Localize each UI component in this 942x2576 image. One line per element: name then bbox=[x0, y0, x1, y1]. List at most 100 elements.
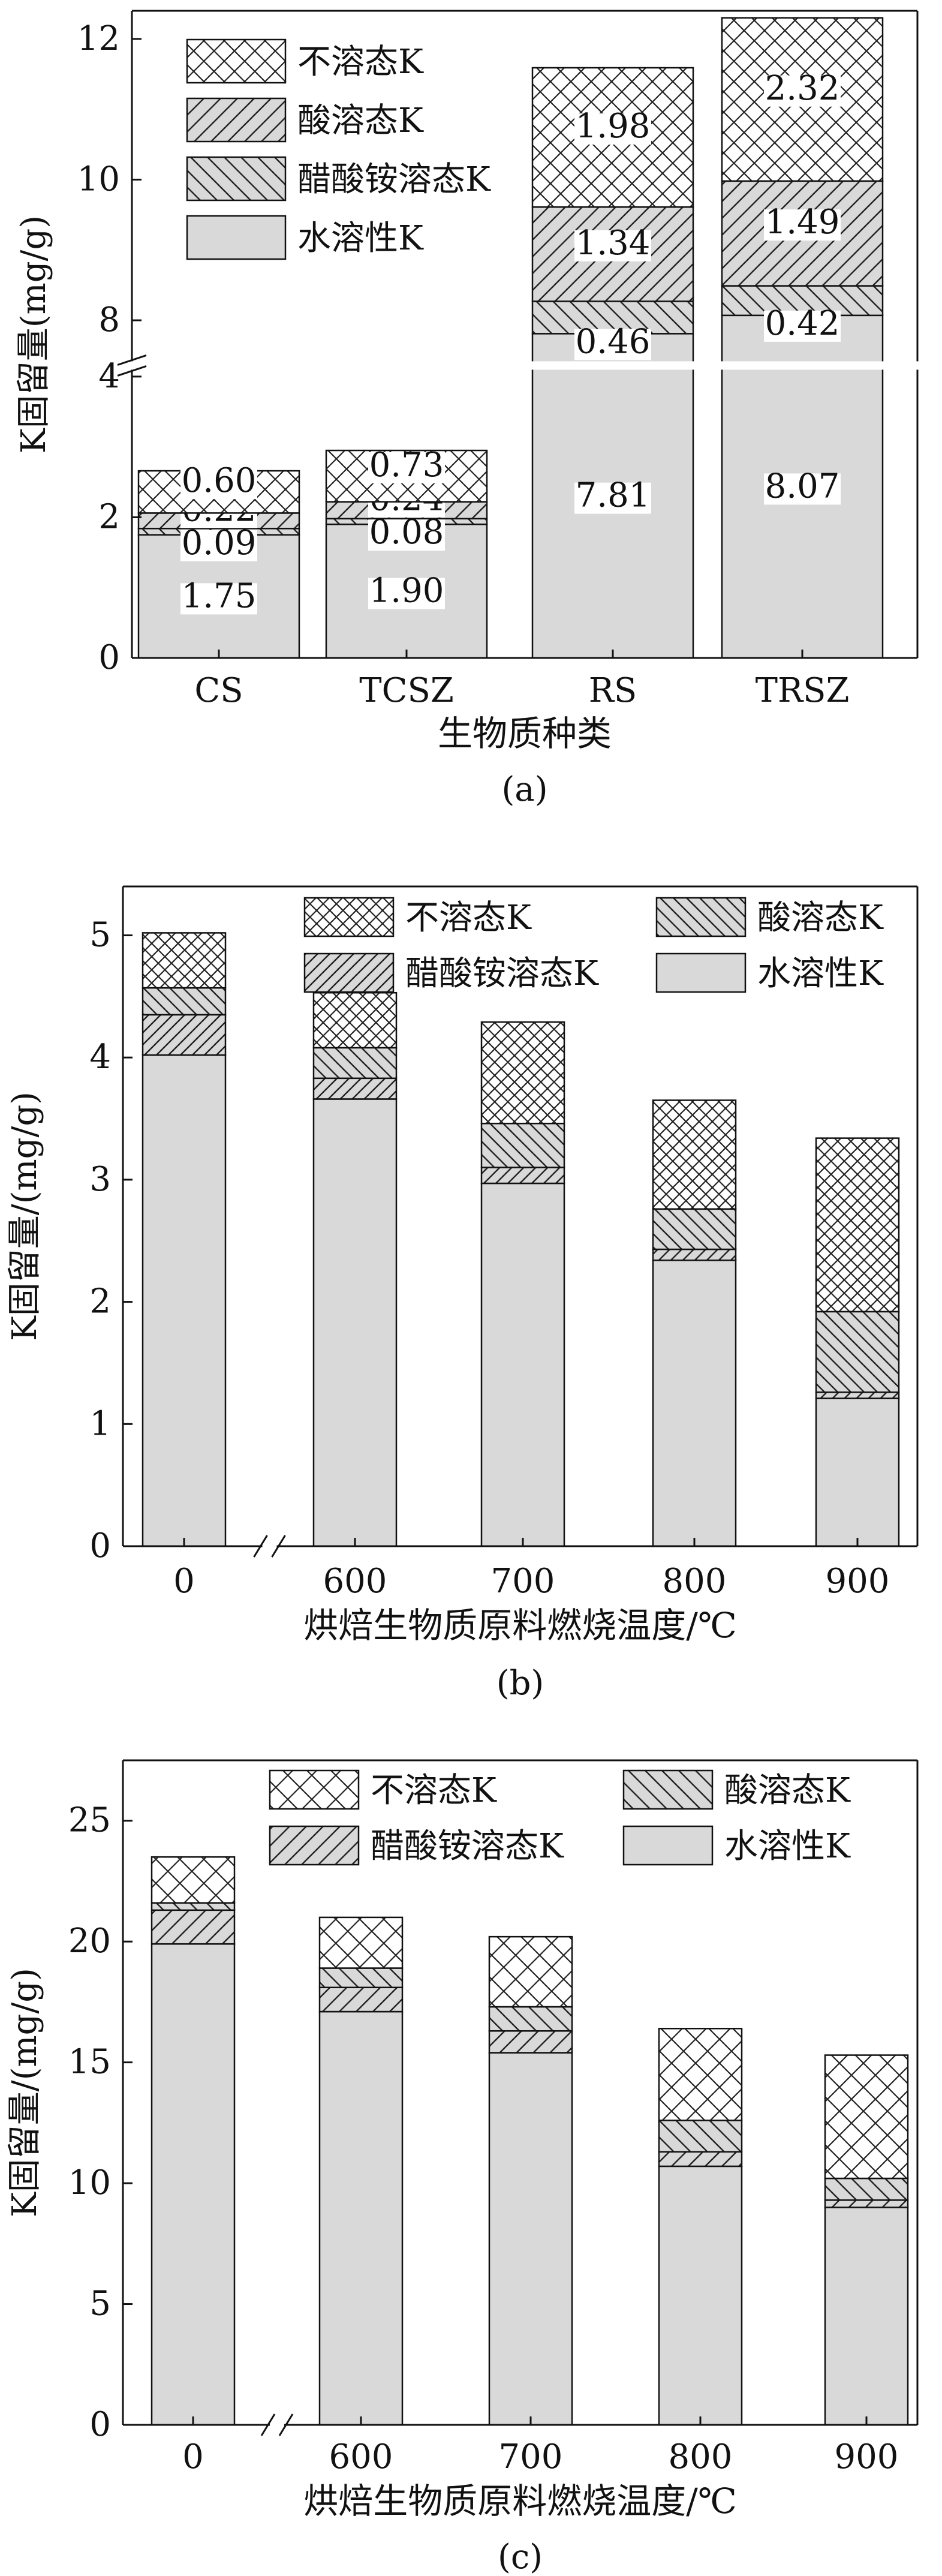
bar-segment bbox=[142, 932, 227, 989]
legend-swatch bbox=[186, 38, 287, 84]
bar-segment bbox=[151, 1909, 236, 1945]
data-label-bg bbox=[764, 209, 841, 241]
data-label: 2.32 bbox=[765, 69, 840, 108]
legend: 不溶态K 酸溶态K 醋酸铵溶态K 水溶性K bbox=[303, 897, 884, 993]
bar-segment bbox=[480, 1182, 565, 1547]
y-tick-label: 2 bbox=[89, 1282, 111, 1321]
legend-label: 醋酸铵溶态K bbox=[297, 160, 491, 199]
legend-label: 酸溶态K bbox=[757, 898, 884, 937]
data-label: 1.49 bbox=[765, 203, 840, 242]
x-tick-label: 600 bbox=[323, 1562, 387, 1601]
data-label-bg bbox=[764, 75, 841, 107]
data-label-bg bbox=[574, 113, 651, 145]
x-tick-label: 0 bbox=[173, 1562, 195, 1601]
bar-segment bbox=[318, 1967, 404, 1988]
legend-label: 酸溶态K bbox=[724, 1771, 851, 1810]
data-label: 7.81 bbox=[576, 476, 651, 515]
legend-swatch bbox=[622, 1769, 714, 1810]
data-label-bg bbox=[574, 329, 651, 360]
bar-segment bbox=[318, 1986, 404, 2013]
x-axis-title: 生物质种类 bbox=[438, 713, 612, 754]
x-tick-label: 700 bbox=[499, 2437, 563, 2476]
bar-segment bbox=[652, 1099, 737, 1210]
y-tick-label: 10 bbox=[77, 160, 120, 199]
bar-segment bbox=[318, 1916, 404, 1969]
data-label-bg bbox=[180, 468, 257, 500]
x-tick-label: TRSZ bbox=[756, 671, 850, 710]
data-label-bg bbox=[574, 482, 651, 514]
data-label-bg bbox=[180, 530, 257, 561]
bar-segment bbox=[652, 1208, 737, 1251]
data-label-bg bbox=[764, 310, 841, 342]
data-label-bg bbox=[574, 230, 651, 261]
data-label-bg bbox=[368, 452, 445, 483]
bar-segment bbox=[312, 1077, 398, 1100]
figure-caption: (b) bbox=[496, 1664, 544, 1703]
bar-segment bbox=[312, 1047, 398, 1080]
bar-segment bbox=[824, 2207, 909, 2426]
bar-segment bbox=[480, 1167, 565, 1185]
bar-segment bbox=[488, 2006, 573, 2032]
bar-segment bbox=[151, 1856, 236, 1904]
bar-segment bbox=[721, 180, 884, 287]
y-tick-label: 5 bbox=[89, 915, 111, 954]
y-tick-label: 0 bbox=[89, 1526, 111, 1565]
data-label: 0.09 bbox=[182, 524, 257, 563]
x-break-mark bbox=[253, 1535, 268, 1558]
y-tick-label: 0 bbox=[98, 638, 120, 677]
bar-segment bbox=[824, 2177, 909, 2201]
y-tick-label: 8 bbox=[98, 300, 120, 339]
legend-label: 水溶性K bbox=[757, 954, 884, 993]
y-tick-label: 12 bbox=[77, 19, 120, 58]
bar-segment bbox=[815, 1397, 900, 1547]
bar-segment bbox=[824, 2054, 909, 2180]
legend: 不溶态K 酸溶态K 醋酸铵溶态K 水溶性K bbox=[269, 1769, 851, 1866]
x-break-mark bbox=[278, 2413, 294, 2436]
axis-break-mark bbox=[117, 354, 147, 366]
data-label-bg bbox=[180, 583, 257, 615]
x-tick-label: TCSZ bbox=[359, 671, 453, 710]
x-break-mark bbox=[271, 1535, 286, 1558]
bar-segment bbox=[658, 2120, 743, 2153]
data-label: 8.07 bbox=[765, 467, 840, 506]
x-tick-label: 700 bbox=[491, 1562, 555, 1601]
y-tick-label: 20 bbox=[68, 1922, 111, 1961]
bar-segment bbox=[318, 2010, 404, 2426]
chart-c: 0 5 10 15 20 25 0 600 700 800 900 烘焙生物质原料燃烧温度/℃ K固留量… bbox=[5, 1759, 919, 2576]
legend-swatch bbox=[186, 97, 287, 143]
chart-a: 1.750.090.220.601.900.080.240.737.810.46… bbox=[14, 10, 929, 809]
bar-segment bbox=[480, 1021, 565, 1125]
data-label-bg bbox=[368, 519, 445, 551]
legend-swatch bbox=[655, 897, 747, 937]
bar-segment bbox=[658, 2165, 743, 2426]
figure-caption: (c) bbox=[498, 2538, 543, 2576]
bar-segment bbox=[488, 2030, 573, 2054]
x-tick-label: 0 bbox=[182, 2437, 204, 2476]
data-label: 0.73 bbox=[369, 446, 444, 485]
bar-segment bbox=[652, 1248, 737, 1261]
x-break-mark bbox=[260, 2413, 276, 2436]
legend-swatch bbox=[186, 156, 287, 202]
bar-segment bbox=[480, 1122, 565, 1168]
bar-segment bbox=[815, 1310, 900, 1393]
x-axis-title: 烘焙生物质原料燃烧温度/℃ bbox=[303, 2481, 736, 2521]
data-label-bg bbox=[764, 473, 841, 505]
legend-swatch bbox=[303, 952, 395, 993]
bar-segment bbox=[151, 1902, 236, 1911]
legend-swatch bbox=[303, 897, 395, 937]
y-axis-title: K固留量(mg/g) bbox=[14, 215, 53, 453]
legend-label: 酸溶态K bbox=[297, 101, 424, 140]
axis-break-gap bbox=[120, 361, 929, 370]
bar-segment bbox=[815, 1391, 900, 1399]
y-tick-label: 25 bbox=[68, 1801, 111, 1840]
y-tick-label: 5 bbox=[89, 2285, 111, 2323]
x-tick-label: 900 bbox=[835, 2437, 899, 2476]
bar-segment bbox=[658, 2151, 743, 2168]
data-label: 0.42 bbox=[765, 304, 840, 343]
y-axis-title: K固留量/(mg/g) bbox=[5, 1092, 44, 1341]
x-break-gap bbox=[262, 1541, 277, 1551]
x-break-gap bbox=[270, 2420, 284, 2430]
legend-swatch bbox=[269, 1825, 360, 1866]
bar-segment bbox=[531, 300, 694, 335]
data-label: 1.90 bbox=[369, 572, 444, 611]
